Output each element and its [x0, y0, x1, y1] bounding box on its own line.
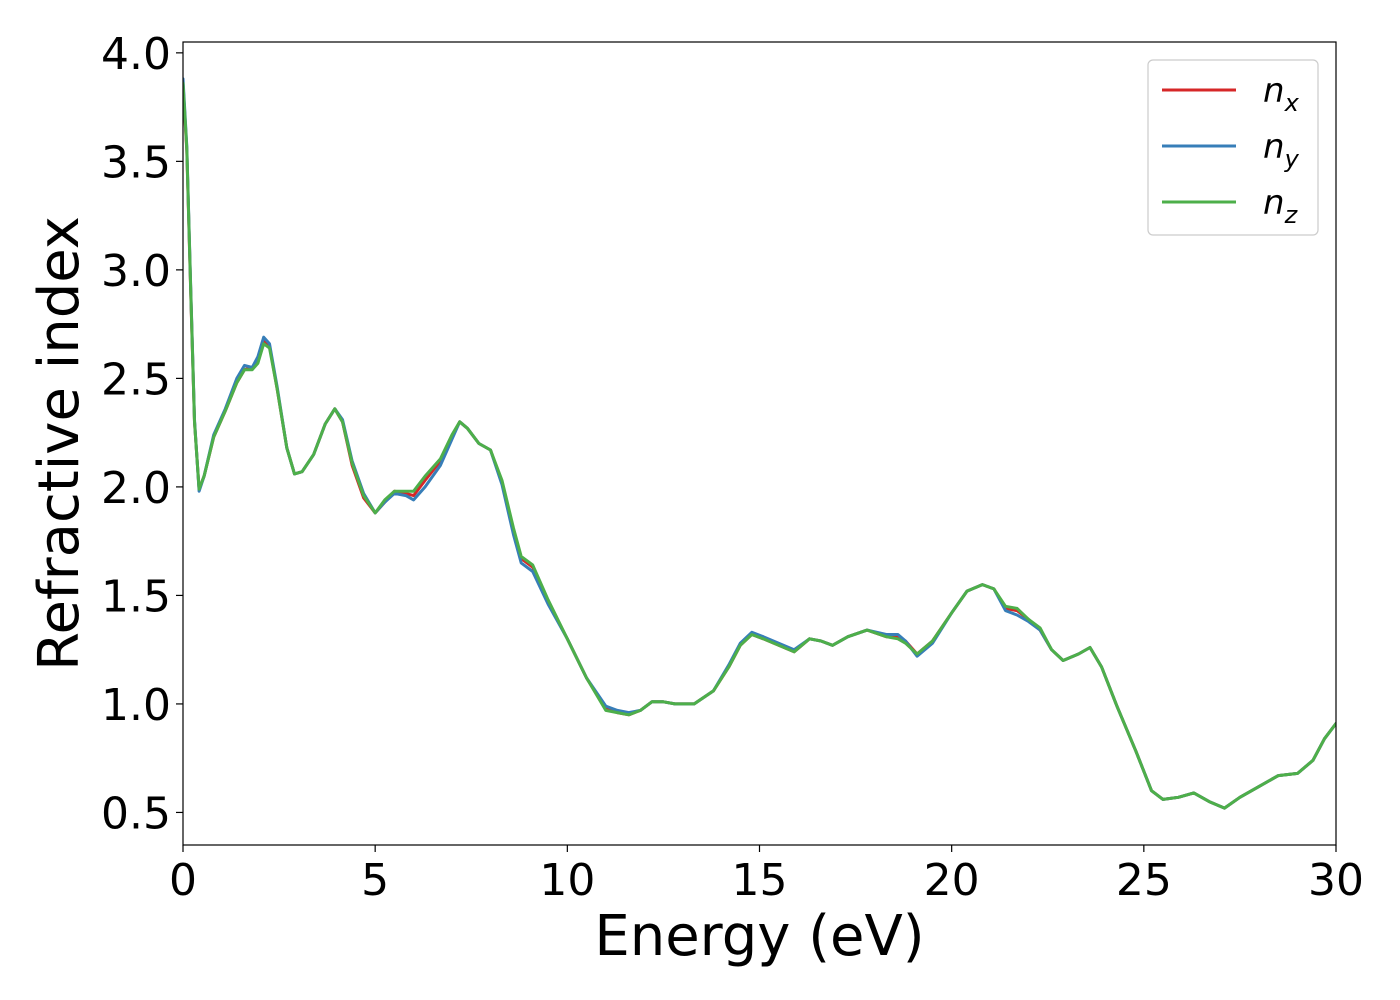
series-line-n-z: [183, 81, 1336, 810]
x-tick-label: 15: [732, 855, 788, 906]
y-tick-label: 3.5: [101, 137, 171, 188]
x-tick-label: 10: [539, 855, 595, 906]
legend-label-z: nz: [1263, 183, 1299, 229]
x-tick-label: 30: [1308, 855, 1364, 906]
y-tick-label: 1.5: [101, 571, 171, 622]
y-tick-label: 2.5: [101, 354, 171, 405]
x-tick-label: 5: [361, 855, 389, 906]
y-tick-label: 0.5: [101, 788, 171, 839]
x-axis-ticks: 0 5 10 15 20 25 30: [169, 845, 1364, 906]
x-tick-label: 20: [924, 855, 980, 906]
series-layer: [183, 77, 1336, 810]
x-axis-title: Energy (eV): [594, 904, 924, 969]
y-tick-label: 2.0: [101, 463, 171, 514]
legend-label-y: ny: [1263, 127, 1300, 173]
y-tick-label: 3.0: [101, 246, 171, 297]
legend: nx ny nz: [1147, 59, 1319, 236]
legend-label-x: nx: [1263, 71, 1300, 117]
x-tick-label: 25: [1116, 855, 1172, 906]
y-axis-title: Refractive index: [27, 216, 92, 671]
x-tick-label: 0: [169, 855, 197, 906]
y-tick-label: 1.0: [101, 680, 171, 731]
y-tick-label: 4.0: [101, 29, 171, 80]
y-axis-ticks: 0.5 1.0 1.5 2.0 2.5 3.0 3.5 4.0: [101, 29, 183, 839]
